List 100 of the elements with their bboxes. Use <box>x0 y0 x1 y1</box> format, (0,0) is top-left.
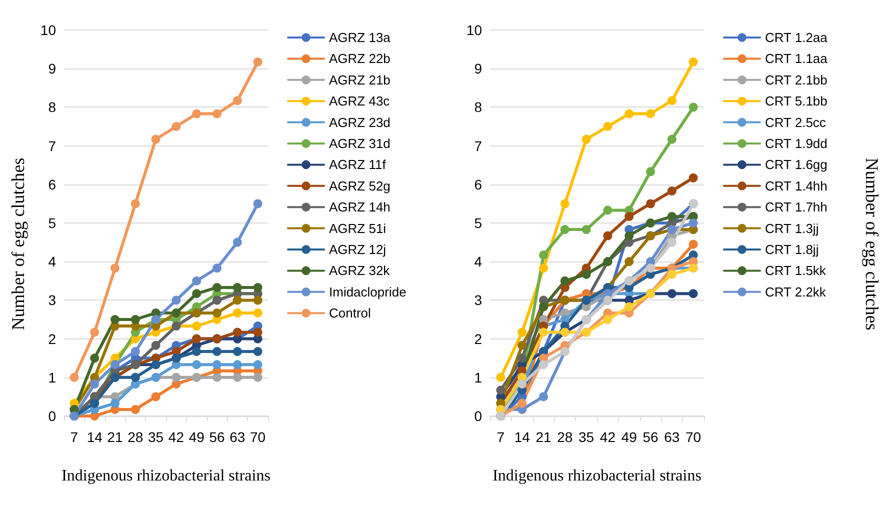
y-tick-label: 2 <box>48 330 56 347</box>
legend-label: AGRZ 52g <box>329 178 390 194</box>
legend-label: AGRZ 31d <box>329 136 390 151</box>
point <box>560 225 570 234</box>
point <box>232 328 242 337</box>
point <box>496 386 506 395</box>
point <box>70 372 79 382</box>
point <box>172 372 181 382</box>
point <box>603 315 612 324</box>
point <box>667 186 676 196</box>
point <box>151 134 160 144</box>
y-tick-label: 6 <box>48 176 56 192</box>
y-axis-title: Number of egg clutches <box>862 158 882 330</box>
point <box>518 340 527 350</box>
y-tick-label: 0 <box>48 408 56 424</box>
point <box>212 296 222 305</box>
y-tick-label: 8 <box>48 99 56 116</box>
x-tick-label: 35 <box>148 429 164 445</box>
point <box>130 347 140 356</box>
y-tick-label: 1 <box>48 369 56 386</box>
point <box>603 231 612 240</box>
point <box>130 199 140 208</box>
point <box>624 231 634 240</box>
point <box>646 109 655 118</box>
x-tick-label: 28 <box>128 429 144 445</box>
point <box>130 372 140 382</box>
point <box>232 372 242 382</box>
point <box>232 360 242 370</box>
point <box>151 340 160 350</box>
point <box>667 270 676 279</box>
point <box>688 102 698 112</box>
point <box>624 109 634 118</box>
y-tick-label: 7 <box>48 138 56 154</box>
legend-label: AGRZ 23d <box>329 114 390 130</box>
point <box>130 315 140 324</box>
point <box>667 289 676 298</box>
point <box>212 372 222 382</box>
point <box>253 360 262 370</box>
point <box>688 289 698 298</box>
legend-label: Imidaclopride <box>329 284 406 300</box>
point <box>253 199 262 208</box>
y-tick-label: 5 <box>48 215 56 231</box>
point <box>518 379 527 388</box>
legend-label: AGRZ 22b <box>329 51 390 66</box>
x-tick-label: 7 <box>496 429 505 445</box>
point <box>212 264 222 273</box>
point <box>232 238 242 247</box>
point <box>539 250 548 260</box>
point <box>253 308 262 318</box>
point <box>212 282 222 292</box>
legend-label: AGRZ 11f <box>329 157 386 172</box>
y-tick-label: 1 <box>474 369 482 386</box>
point <box>688 173 698 182</box>
legend-label: AGRZ 14h <box>329 200 390 215</box>
point <box>232 96 242 106</box>
point <box>192 322 202 331</box>
point <box>539 360 548 370</box>
y-tick-label: 6 <box>474 176 482 192</box>
point <box>253 282 262 292</box>
y-tick-label: 9 <box>474 60 482 77</box>
point <box>582 134 591 144</box>
point <box>232 296 242 305</box>
point <box>232 282 242 292</box>
legend-label: AGRZ 51i <box>329 220 386 236</box>
legend-label: CRT 1.5kk <box>765 263 826 278</box>
point <box>130 404 140 414</box>
y-tick-label: 5 <box>474 215 482 231</box>
point <box>90 354 100 363</box>
point <box>90 328 100 337</box>
legend-label: CRT 1.1aa <box>765 51 828 66</box>
x-tick-label: 63 <box>230 429 246 445</box>
legend-label: CRT 2.1bb <box>765 72 828 88</box>
point <box>212 360 222 370</box>
y-tick-label: 10 <box>466 22 482 38</box>
x-tick-label: 70 <box>250 429 266 445</box>
x-tick-label: 28 <box>557 429 573 445</box>
point <box>539 264 548 273</box>
point <box>192 109 202 118</box>
point <box>253 347 262 356</box>
x-axis-title: Indigenous rhizobacterial strains <box>492 468 702 484</box>
point <box>110 315 120 324</box>
point <box>192 360 202 370</box>
x-tick-label: 35 <box>578 429 594 445</box>
y-tick-label: 4 <box>474 254 482 270</box>
y-tick-label: 7 <box>474 138 482 154</box>
legend-label: CRT 1.9dd <box>765 136 828 151</box>
point <box>90 379 100 388</box>
point <box>172 122 181 131</box>
point <box>192 276 202 286</box>
point <box>151 392 160 402</box>
x-tick-label: 14 <box>86 429 103 445</box>
point <box>110 398 120 408</box>
legend-label: CRT 2.2kk <box>765 284 826 300</box>
point <box>192 289 202 298</box>
legend-label: AGRZ 43c <box>329 94 390 109</box>
point <box>232 308 242 318</box>
y-tick-label: 9 <box>48 60 56 77</box>
point <box>172 296 181 305</box>
x-axis-title: Indigenous rhizobacterial strains <box>62 468 270 484</box>
point <box>624 302 634 312</box>
